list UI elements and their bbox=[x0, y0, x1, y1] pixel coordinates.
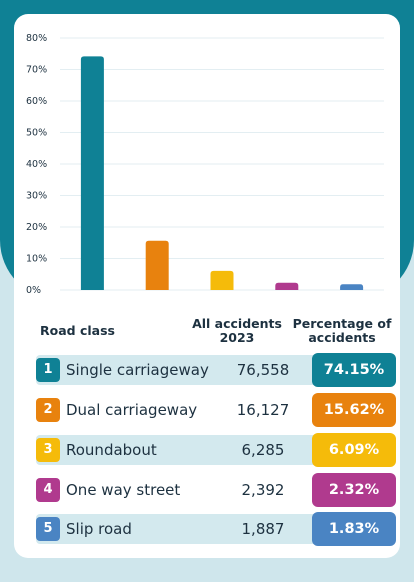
row-number-badge: 4 bbox=[36, 478, 60, 502]
percentage-header-line2: accidents bbox=[308, 330, 376, 345]
table-row: 4 One way street 2,392 2.32% bbox=[36, 473, 396, 507]
accident-count: 1,887 bbox=[241, 520, 285, 538]
road-class-name: Roundabout bbox=[66, 441, 157, 459]
bar-3 bbox=[210, 270, 234, 290]
row-number-badge: 3 bbox=[36, 438, 60, 462]
bar-chart: 0% 10% 20% 30% 40% 50% 60% 70% 80% bbox=[26, 33, 384, 296]
road-class-name: Dual carriageway bbox=[66, 401, 198, 419]
bar-2 bbox=[145, 240, 169, 290]
table-row: 5 Slip road 1,887 1.83% bbox=[36, 512, 396, 546]
table-row: 1 Single carriageway 76,558 74.15% bbox=[36, 353, 396, 387]
road-class-name: Single carriageway bbox=[66, 361, 209, 379]
y-tick-label: 0% bbox=[26, 285, 41, 296]
table-row: 3 Roundabout 6,285 6.09% bbox=[36, 433, 396, 467]
bar-1 bbox=[80, 56, 104, 290]
row-number-badge: 2 bbox=[36, 398, 60, 422]
y-tick-label: 10% bbox=[26, 254, 47, 265]
y-tick-label: 50% bbox=[26, 128, 47, 139]
row-number-badge: 1 bbox=[36, 358, 60, 382]
y-tick-label: 20% bbox=[26, 222, 47, 233]
accident-count: 76,558 bbox=[236, 361, 290, 379]
percentage-pill: 15.62% bbox=[312, 393, 396, 427]
percentage-header-line1: Percentage of bbox=[292, 316, 392, 331]
table-row: 2 Dual carriageway 16,127 15.62% bbox=[36, 393, 396, 427]
percentage-pill: 74.15% bbox=[312, 353, 396, 387]
percentage-pill: 2.32% bbox=[312, 473, 396, 507]
bar-5 bbox=[340, 284, 364, 290]
accident-count: 6,285 bbox=[241, 441, 285, 459]
y-tick-label: 40% bbox=[26, 159, 47, 170]
road-class-name: Slip road bbox=[66, 520, 132, 538]
road-class-header: Road class bbox=[40, 323, 115, 338]
all-accidents-header-line1: All accidents bbox=[192, 316, 282, 331]
y-tick-label: 70% bbox=[26, 65, 47, 76]
road-class-name: One way street bbox=[66, 481, 181, 499]
percentage-pill: 6.09% bbox=[312, 433, 396, 467]
infographic-card: 0% 10% 20% 30% 40% 50% 60% 70% 80% Road class Al… bbox=[14, 14, 400, 558]
row-number-badge: 5 bbox=[36, 517, 60, 541]
accident-count: 16,127 bbox=[236, 401, 290, 419]
all-accidents-header-line2: 2023 bbox=[219, 330, 255, 345]
y-tick-label: 80% bbox=[26, 33, 47, 44]
all-accidents-header: All accidents 2023 bbox=[182, 317, 292, 345]
accident-count: 2,392 bbox=[241, 481, 285, 499]
percentage-pill: 1.83% bbox=[312, 512, 396, 546]
bar-4 bbox=[275, 282, 299, 290]
y-tick-label: 30% bbox=[26, 191, 47, 202]
y-tick-label: 60% bbox=[26, 96, 47, 107]
percentage-header: Percentage of accidents bbox=[284, 317, 400, 345]
